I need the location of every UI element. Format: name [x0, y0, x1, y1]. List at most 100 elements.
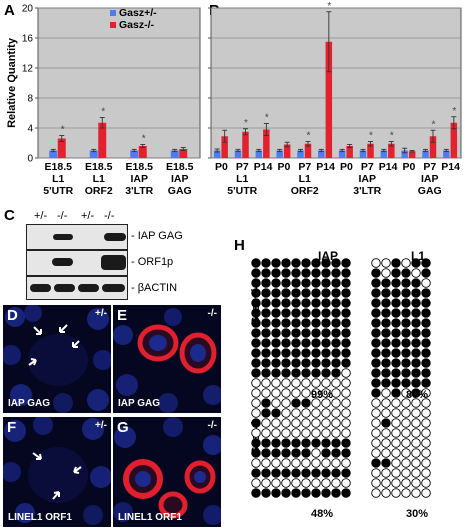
methylated-cpg: [332, 349, 341, 358]
unmethylated-cpg: [262, 419, 271, 428]
methylated-cpg: [332, 299, 341, 308]
unmethylated-cpg: [302, 429, 311, 438]
methylated-cpg: [252, 259, 261, 268]
methylated-cpg: [252, 309, 261, 318]
methylated-cpg: [302, 349, 311, 358]
methylated-cpg: [402, 299, 411, 308]
methylated-cpg: [302, 329, 311, 338]
unmethylated-cpg: [422, 459, 431, 468]
unmethylated-cpg: [272, 459, 281, 468]
methylated-cpg: [412, 289, 421, 298]
methylated-cpg: [282, 269, 291, 278]
methylated-cpg: [372, 349, 381, 358]
methylated-cpg: [392, 319, 401, 328]
methylated-cpg: [312, 299, 321, 308]
methylated-cpg: [372, 289, 381, 298]
methylated-cpg: [372, 459, 381, 468]
unmethylated-cpg: [332, 459, 341, 468]
unmethylated-cpg: [412, 479, 421, 488]
methylated-cpg: [302, 489, 311, 498]
unmethylated-cpg: [332, 419, 341, 428]
methylated-cpg: [322, 489, 331, 498]
methylated-cpg: [292, 319, 301, 328]
unmethylated-cpg: [412, 269, 421, 278]
methylated-cpg: [292, 259, 301, 268]
methylated-cpg: [422, 299, 431, 308]
unmethylated-cpg: [412, 439, 421, 448]
methylated-cpg: [332, 369, 341, 378]
methylated-cpg: [252, 329, 261, 338]
unmethylated-cpg: [372, 259, 381, 268]
methylated-cpg: [372, 389, 381, 398]
methylated-cpg: [322, 299, 331, 308]
methylated-cpg: [332, 279, 341, 288]
methylated-cpg: [422, 349, 431, 358]
methylated-cpg: [322, 279, 331, 288]
unmethylated-cpg: [282, 479, 291, 488]
methylated-cpg: [392, 339, 401, 348]
unmethylated-cpg: [392, 439, 401, 448]
methylated-cpg: [262, 439, 271, 448]
unmethylated-cpg: [322, 429, 331, 438]
methylated-cpg: [322, 259, 331, 268]
methylated-cpg: [302, 359, 311, 368]
unmethylated-cpg: [402, 439, 411, 448]
unmethylated-cpg: [252, 429, 261, 438]
unmethylated-cpg: [402, 459, 411, 468]
methylated-cpg: [282, 279, 291, 288]
methylated-cpg: [402, 319, 411, 328]
methylated-cpg: [342, 269, 351, 278]
unmethylated-cpg: [272, 379, 281, 388]
methylated-cpg: [252, 469, 261, 478]
methylated-cpg: [252, 319, 261, 328]
methylated-cpg: [332, 309, 341, 318]
methylated-cpg: [392, 279, 401, 288]
methylated-cpg: [392, 269, 401, 278]
unmethylated-cpg: [342, 389, 351, 398]
methylated-cpg: [262, 259, 271, 268]
unmethylated-cpg: [372, 489, 381, 498]
methylated-cpg: [372, 359, 381, 368]
methylated-cpg: [272, 359, 281, 368]
methylated-cpg: [312, 259, 321, 268]
methylated-cpg: [342, 289, 351, 298]
methylated-cpg: [302, 259, 311, 268]
methylated-cpg: [312, 439, 321, 448]
unmethylated-cpg: [402, 479, 411, 488]
unmethylated-cpg: [262, 479, 271, 488]
methylated-cpg: [332, 329, 341, 338]
methylated-cpg: [402, 289, 411, 298]
methylated-cpg: [382, 349, 391, 358]
panel-label-f: F: [7, 420, 16, 435]
unmethylated-cpg: [422, 489, 431, 498]
methylated-cpg: [422, 329, 431, 338]
methylated-cpg: [382, 419, 391, 428]
unmethylated-cpg: [402, 469, 411, 478]
methylated-cpg: [312, 369, 321, 378]
methylated-cpg: [392, 289, 401, 298]
unmethylated-cpg: [322, 479, 331, 488]
methylated-cpg: [322, 439, 331, 448]
methylated-cpg: [312, 359, 321, 368]
methylated-cpg: [292, 339, 301, 348]
methylated-cpg: [282, 289, 291, 298]
unmethylated-cpg: [422, 409, 431, 418]
methylated-cpg: [342, 469, 351, 478]
methylated-cpg: [312, 309, 321, 318]
unmethylated-cpg: [282, 399, 291, 408]
methylated-cpg: [382, 299, 391, 308]
methylated-cpg: [332, 449, 341, 458]
methylated-cpg: [382, 289, 391, 298]
methylated-cpg: [342, 349, 351, 358]
unmethylated-cpg: [402, 449, 411, 458]
methylated-cpg: [262, 299, 271, 308]
methylated-cpg: [382, 379, 391, 388]
unmethylated-cpg: [282, 459, 291, 468]
methylated-cpg: [332, 289, 341, 298]
methylated-cpg: [342, 339, 351, 348]
unmethylated-cpg: [372, 419, 381, 428]
methylated-cpg: [322, 269, 331, 278]
unmethylated-cpg: [382, 469, 391, 478]
methylated-cpg: [422, 359, 431, 368]
